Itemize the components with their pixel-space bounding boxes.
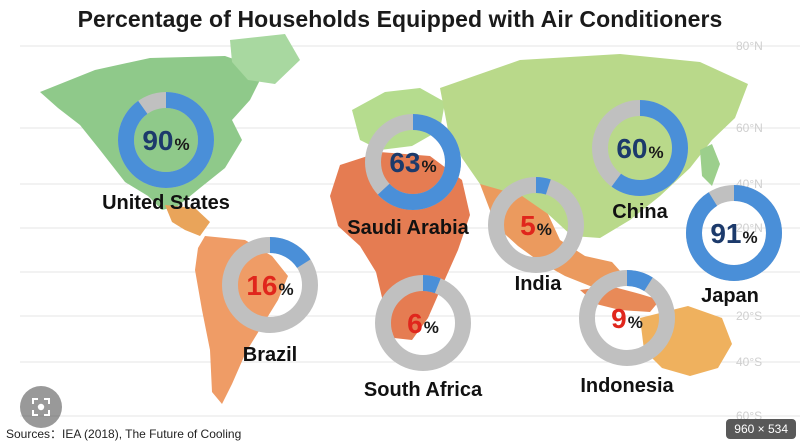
donut-india: 5% India xyxy=(488,177,584,295)
country-label: India xyxy=(515,273,563,295)
country-label: South Africa xyxy=(364,379,483,401)
data-label: 90% xyxy=(142,125,189,156)
country-label: China xyxy=(612,201,668,223)
data-label: 91% xyxy=(710,218,757,249)
donut-share-arc xyxy=(579,270,675,366)
country-label: Brazil xyxy=(243,344,297,366)
continent-north-america xyxy=(40,56,265,210)
latitude-label: 80°N xyxy=(736,39,763,53)
latitude-label: 60°N xyxy=(736,121,763,135)
donut-share-arc xyxy=(222,237,318,333)
country-label: Japan xyxy=(701,285,759,307)
continent-japan xyxy=(700,144,720,186)
data-label: 9% xyxy=(611,303,643,334)
donut-saudi-arabia: 63% Saudi Arabia xyxy=(347,114,470,239)
continent-central-america xyxy=(165,205,210,236)
image-size-badge: 960 × 534 xyxy=(726,419,796,439)
image-search-button[interactable] xyxy=(20,386,62,428)
country-label: Saudi Arabia xyxy=(347,217,469,239)
donut-share-arc xyxy=(375,275,471,371)
donut-share-arc xyxy=(488,177,584,273)
data-label: 5% xyxy=(520,210,552,241)
donut-share-arc xyxy=(592,100,688,196)
latitude-label: 20°S xyxy=(736,309,762,323)
latitude-label: 20°N xyxy=(736,221,763,235)
data-label: 63% xyxy=(389,147,436,178)
data-label: 6% xyxy=(407,308,439,339)
data-label: 16% xyxy=(246,270,293,301)
donut-share-arc xyxy=(365,114,461,210)
continent-south-asia xyxy=(480,184,630,290)
country-label: United States xyxy=(102,192,230,214)
source-note: Sources：IEA (2018), The Future of Coolin… xyxy=(6,427,242,441)
donut-indonesia: 9% Indonesia xyxy=(579,270,675,397)
data-label: 60% xyxy=(616,133,663,164)
donut-japan: 91% Japan xyxy=(686,185,782,307)
country-label: Indonesia xyxy=(580,375,674,397)
donut-share-arc xyxy=(118,92,214,188)
donut-share-arc xyxy=(686,185,782,281)
donut-south-africa: 6% South Africa xyxy=(364,275,483,401)
continent-greenland xyxy=(230,34,300,84)
donut-series: 90% United States 63% Saudi Arabia 60% China 9… xyxy=(102,92,782,401)
chart-title: Percentage of Households Equipped with A… xyxy=(77,6,723,32)
lens-icon xyxy=(32,398,50,416)
donut-china: 60% China xyxy=(592,100,688,223)
latitude-label: 40°S xyxy=(736,355,762,369)
donut-united-states: 90% United States xyxy=(102,92,230,214)
donut-brazil: 16% Brazil xyxy=(222,237,318,366)
